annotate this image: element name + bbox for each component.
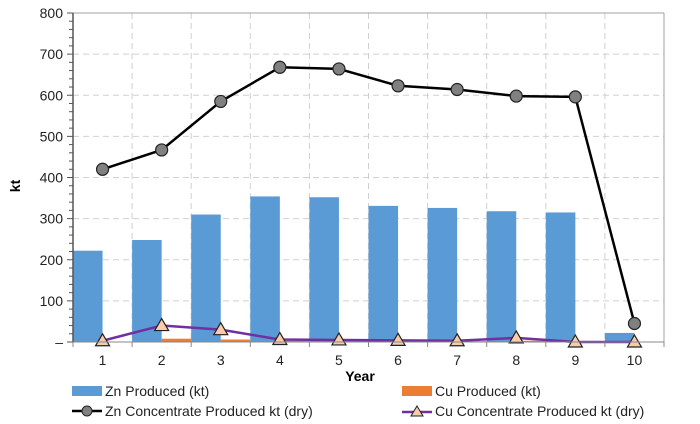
legend-swatch-zn-produced <box>72 386 102 396</box>
y-tick-label: 400 <box>40 170 64 186</box>
marker-zn-concentrate <box>273 60 287 74</box>
legend-label-cu-concentrate: Cu Concentrate Produced kt (dry) <box>435 403 645 419</box>
legend-item-zn-produced: Zn Produced (kt) <box>72 383 209 399</box>
y-tick-labels: – 100 200 300 400 500 600 700 800 <box>40 5 64 350</box>
bar-zn-produced <box>132 240 162 342</box>
marker-zn-concentrate <box>95 162 110 176</box>
line-cu-concentrate <box>102 324 635 344</box>
bar-zn-produced <box>486 211 517 342</box>
y-tick-label: 500 <box>40 128 64 144</box>
y-tick-label: 300 <box>40 211 64 227</box>
bar-zn-produced <box>250 196 280 342</box>
bar-zn-produced <box>545 212 576 342</box>
marker-zn-concentrate <box>391 79 405 93</box>
axes <box>67 12 665 347</box>
x-tick-label: 4 <box>276 352 284 368</box>
marker-zn-concentrate <box>509 89 523 103</box>
bar-cu-produced <box>279 340 310 342</box>
legend-label-cu-produced: Cu Produced (kt) <box>435 383 541 399</box>
marker-zn-concentrate <box>155 143 169 157</box>
bar-cu-produced <box>161 338 192 342</box>
marker-cu-concentrate <box>153 317 170 332</box>
x-tick-label: 6 <box>394 352 402 368</box>
y-axis-title: kt <box>7 179 23 192</box>
y-tick-label: – <box>55 334 63 350</box>
legend-label-zn-concentrate: Zn Concentrate Produced kt (dry) <box>105 403 313 419</box>
x-tick-label: 10 <box>627 352 643 368</box>
marker-zn-concentrate <box>332 62 346 76</box>
legend-swatch-zn-concentrate <box>72 405 102 417</box>
x-tick-labels: 1 2 3 4 5 6 7 8 9 10 <box>99 352 643 368</box>
x-tick-label: 9 <box>571 352 579 368</box>
x-tick-label: 5 <box>335 352 343 368</box>
bar-zn-produced <box>73 250 103 342</box>
bars <box>73 196 635 342</box>
marker-cu-concentrate <box>212 321 229 336</box>
legend-swatch-cu-produced <box>402 386 432 396</box>
y-tick-label: 600 <box>40 87 64 103</box>
x-tick-label: 8 <box>512 352 520 368</box>
y-tick-label: 100 <box>40 293 64 309</box>
marker-zn-concentrate <box>214 94 228 109</box>
y-tick-label: 200 <box>40 252 64 268</box>
x-axis-title: Year <box>345 368 375 384</box>
x-tick-label: 1 <box>99 352 107 368</box>
marker-cu-concentrate <box>626 333 643 348</box>
legend-label-zn-produced: Zn Produced (kt) <box>105 383 210 399</box>
marker-zn-concentrate <box>568 90 582 104</box>
line-zn-concentrate <box>102 66 636 324</box>
bar-cu-produced <box>516 340 546 342</box>
marker-cu-concentrate <box>508 329 525 344</box>
bar-zn-produced <box>368 205 399 342</box>
marker-zn-concentrate <box>450 82 464 97</box>
marker-cu-concentrate <box>94 332 111 347</box>
x-tick-label: 3 <box>217 352 225 368</box>
y-tick-label: 700 <box>40 46 64 62</box>
legend-item-zn-concentrate: Zn Concentrate Produced kt (dry) <box>72 403 313 419</box>
legend-item-cu-concentrate: Cu Concentrate Produced kt (dry) <box>402 403 644 419</box>
marker-cu-concentrate <box>567 333 584 348</box>
bar-zn-produced <box>309 197 339 342</box>
y-tick-label: 800 <box>40 5 64 21</box>
bar-zn-produced <box>427 207 458 342</box>
legend-item-cu-produced: Cu Produced (kt) <box>402 383 541 399</box>
legend-swatch-cu-concentrate <box>402 405 432 417</box>
marker-cu-concentrate <box>449 332 466 347</box>
x-tick-label: 2 <box>158 352 166 368</box>
bar-cu-produced <box>220 339 251 342</box>
marker-zn-concentrate <box>627 316 642 331</box>
bar-zn-produced <box>191 214 221 342</box>
x-tick-label: 7 <box>453 352 461 368</box>
bar-zn-produced <box>604 332 635 342</box>
